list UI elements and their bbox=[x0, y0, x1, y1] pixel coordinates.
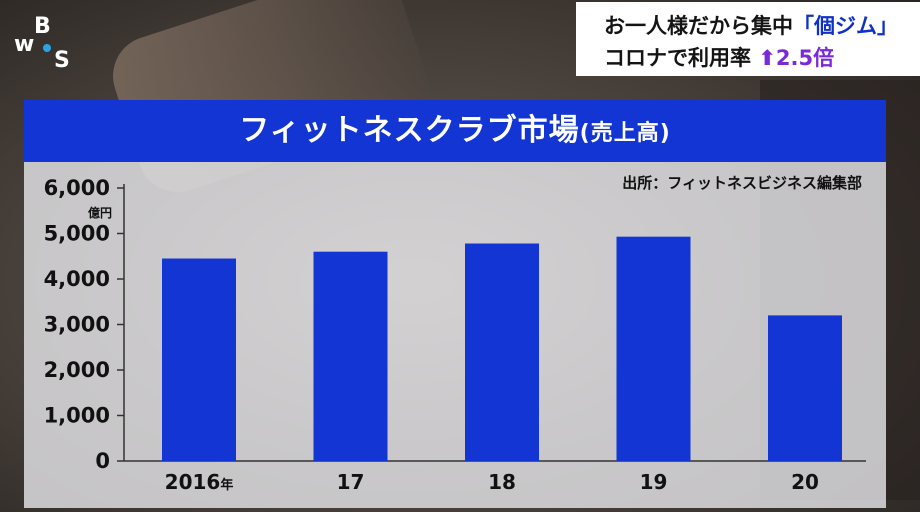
bar bbox=[465, 243, 539, 461]
topic-line1-keyword: 「個ジム」 bbox=[793, 14, 898, 38]
x-tick-suffix: 年 bbox=[220, 477, 233, 493]
logo-letter: B bbox=[34, 14, 51, 39]
wbs-logo: w B S bbox=[10, 12, 90, 82]
x-tick-label: 2016年 bbox=[165, 470, 234, 494]
logo-letter: S bbox=[54, 48, 70, 73]
topic-line2-value: 2.5倍 bbox=[775, 46, 835, 70]
y-tick-label: 6,000 bbox=[44, 176, 110, 200]
x-tick-label: 17 bbox=[337, 470, 365, 494]
y-tick-label: 1,000 bbox=[44, 404, 110, 428]
chart-title: フィットネスクラブ市場(売上高) bbox=[24, 100, 886, 162]
x-tick-label: 18 bbox=[488, 470, 516, 494]
bar bbox=[162, 258, 236, 461]
logo-letter: w bbox=[14, 32, 35, 57]
y-tick-label: 5,000 bbox=[44, 222, 110, 246]
topic-line1-text: お一人様だから集中 bbox=[604, 14, 793, 38]
chart-title-main: フィットネスクラブ市場 bbox=[239, 113, 580, 148]
topic-line2-text: コロナで利用率 bbox=[604, 46, 751, 70]
y-tick-label: 4,000 bbox=[44, 267, 110, 291]
source-note: 出所：フィットネスビジネス編集部 bbox=[622, 174, 862, 192]
chart-title-bar bbox=[24, 100, 886, 162]
bar bbox=[616, 236, 691, 461]
bar bbox=[313, 251, 388, 461]
logo-dot bbox=[43, 44, 51, 52]
x-tick-label: 19 bbox=[640, 470, 668, 494]
up-arrow-icon: ⬆ bbox=[758, 46, 776, 70]
chart-panel: フィットネスクラブ市場(売上高) 出所：フィットネスビジネス編集部 億円 bbox=[24, 100, 886, 508]
y-tick-label: 2,000 bbox=[44, 358, 110, 382]
bar bbox=[768, 315, 842, 461]
y-tick-label: 3,000 bbox=[44, 313, 110, 337]
topic-line2: コロナで利用率 ⬆2.5倍 bbox=[604, 42, 920, 72]
x-tick-label: 20 bbox=[791, 470, 819, 494]
chart-subtitle: (売上高) bbox=[579, 121, 671, 146]
topic-line1: お一人様だから集中「個ジム」 bbox=[604, 10, 920, 40]
y-tick-label: 0 bbox=[95, 449, 110, 473]
topic-caption: お一人様だから集中「個ジム」 コロナで利用率 ⬆2.5倍 bbox=[576, 2, 920, 76]
y-unit-label: 億円 bbox=[88, 206, 113, 220]
